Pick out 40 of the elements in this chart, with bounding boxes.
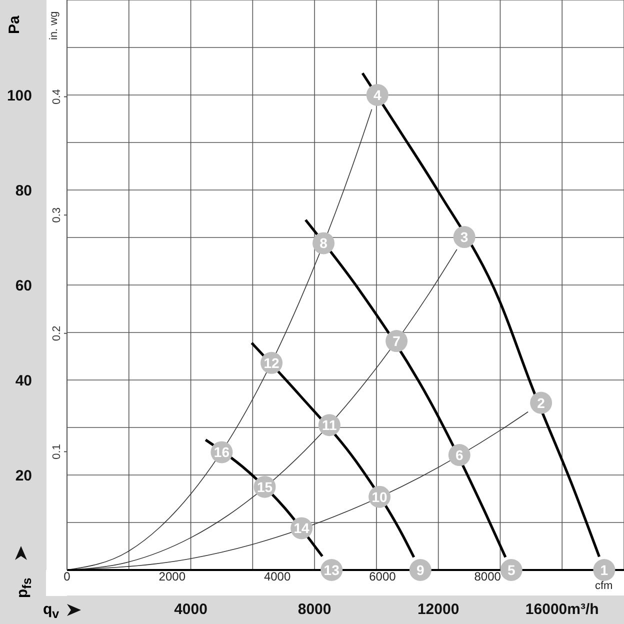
annotation: 14	[294, 520, 310, 536]
x-tick-label: 4000	[174, 601, 208, 618]
y2-tick-label: 0.2	[51, 326, 63, 342]
annotation: 5	[507, 562, 516, 578]
y-tick-label: 80	[15, 182, 32, 200]
x-tick-label: 12000	[417, 601, 460, 618]
y2-tick-label: 0.3	[51, 207, 63, 223]
x-axis-title: q$_{v}$	[43, 601, 60, 621]
x2-tick-label: 6000	[369, 570, 396, 584]
annotation: 15	[256, 478, 273, 495]
annotation: 13	[324, 562, 340, 578]
y2-tick-label: 0.1	[51, 444, 63, 460]
text: Pa	[6, 16, 23, 34]
annotation: 8	[320, 235, 328, 252]
annotation: 11	[322, 417, 338, 434]
y-tick-label: 60	[15, 277, 32, 294]
x2-axis-title: cfm	[595, 580, 613, 592]
x-tick-label: 8000	[298, 601, 332, 618]
x2-tick-label: 2000	[158, 570, 186, 584]
annotation: 10	[372, 488, 388, 505]
y2-axis-title: in. wg	[48, 11, 60, 40]
annotation: 9	[416, 562, 424, 578]
x2-tick-label: 0	[64, 570, 71, 584]
annotation: 4	[373, 86, 382, 103]
line-series	[361, 72, 601, 558]
y-tick-label: 40	[15, 372, 32, 390]
x2-tick-label: 4000	[264, 570, 291, 584]
annotation: 12	[264, 354, 280, 371]
line-series	[204, 438, 324, 558]
annotation: 3	[460, 228, 468, 245]
x-tick-label: 16000m³/h	[525, 601, 599, 618]
annotation: 6	[455, 447, 464, 464]
annotation: 1	[600, 562, 608, 578]
annotation: 7	[392, 333, 401, 350]
annotation: 2	[537, 394, 546, 411]
annotation: 16	[214, 444, 230, 460]
y-tick-label: 100	[6, 87, 32, 104]
x2-tick-label: 8000	[474, 570, 502, 584]
y2-tick-label: 0.4	[51, 89, 63, 104]
y-tick-label: 20	[15, 467, 32, 484]
